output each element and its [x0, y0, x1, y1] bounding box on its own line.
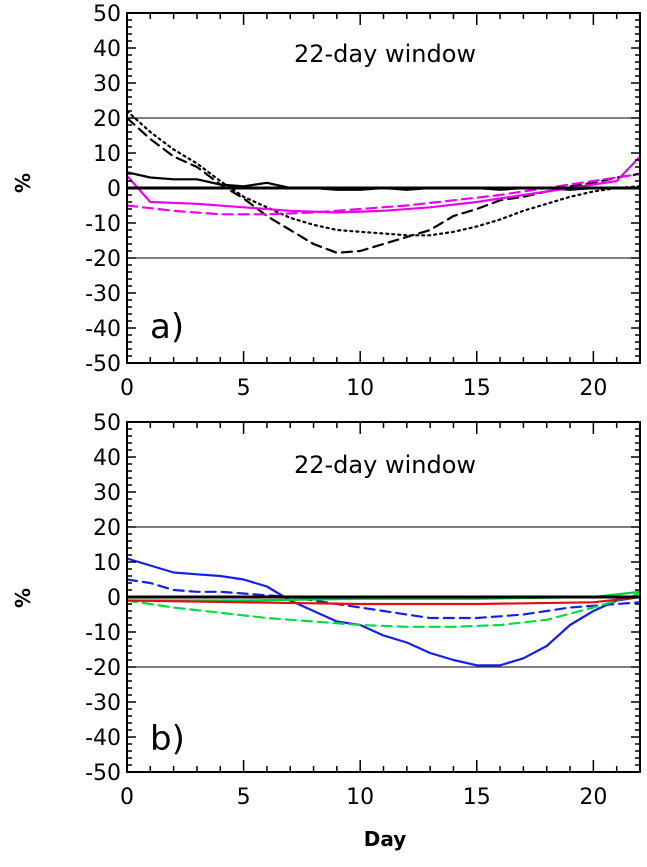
- panel-b-y-tick-label: -40: [85, 726, 121, 751]
- panel-a-y-tick-label: -40: [85, 317, 121, 342]
- panel-a: 22-day window a) % 50403020100-10-20-30-…: [11, 2, 641, 401]
- panel-a-y-tick-label: 30: [93, 72, 121, 97]
- panel-a-y-tick-label: 0: [107, 177, 121, 202]
- panel-b-y-tick-label: 10: [93, 551, 121, 576]
- panel-a-y-tick-label: 20: [93, 107, 121, 132]
- panel-b-y-tick-label: -10: [85, 621, 121, 646]
- panel-a-y-tick-label: -20: [85, 247, 121, 272]
- panel-b: 22-day window b) % Day 50403020100-10-20…: [11, 411, 641, 851]
- panel-b-y-axis-label: %: [11, 588, 35, 608]
- panel-b-x-tick-label: 15: [463, 785, 491, 810]
- panel-a-x-tick-label: 15: [463, 376, 491, 401]
- panel-a-series-line-2: [127, 109, 640, 237]
- panel-b-x-tick-label: 10: [346, 785, 374, 810]
- panel-a-title: 22-day window: [294, 40, 476, 68]
- panel-b-series-line-3: [127, 592, 640, 628]
- panel-b-label: b): [150, 719, 185, 759]
- panel-b-x-axis-label: Day: [364, 827, 407, 851]
- panel-a-series-line-4: [127, 172, 640, 216]
- panel-a-series-group: [127, 109, 640, 254]
- panel-b-y-tick-label: -30: [85, 691, 121, 716]
- panel-b-series-line-1: [127, 578, 640, 620]
- panel-b-y-tick-label: 30: [93, 481, 121, 506]
- panel-a-x-tick-label: 20: [579, 376, 607, 401]
- panel-a-y-tick-label: -30: [85, 282, 121, 307]
- panel-a-y-tick-label: -10: [85, 212, 121, 237]
- panel-b-y-tick-label: -50: [85, 761, 121, 786]
- panel-b-y-tick-label: 20: [93, 516, 121, 541]
- panel-a-x-tick-label: 5: [237, 376, 251, 401]
- panel-b-x-tick-label: 0: [120, 785, 134, 810]
- panel-b-series-line-0: [127, 557, 640, 667]
- panel-a-y-tick-label: -50: [85, 352, 121, 377]
- panel-a-x-tick-label: 10: [346, 376, 374, 401]
- panel-b-title: 22-day window: [294, 451, 476, 479]
- panel-a-label: a): [150, 307, 184, 347]
- panel-a-y-axis-label: %: [11, 173, 35, 193]
- panel-a-x-tick-label: 0: [120, 376, 134, 401]
- panel-a-y-tick-label: 10: [93, 142, 121, 167]
- panel-b-x-tick-label: 20: [579, 785, 607, 810]
- panel-b-x-tick-label: 5: [237, 785, 251, 810]
- panel-b-y-tick-label: -20: [85, 656, 121, 681]
- panel-b-series-line-4: [127, 595, 640, 606]
- panel-a-y-tick-label: 40: [93, 37, 121, 62]
- panel-b-y-tick-label: 40: [93, 446, 121, 471]
- panel-b-y-tick-label: 0: [107, 586, 121, 611]
- panel-b-y-tick-label: 50: [93, 411, 121, 436]
- panel-b-series-group: [127, 557, 640, 667]
- panel-a-y-tick-label: 50: [93, 2, 121, 27]
